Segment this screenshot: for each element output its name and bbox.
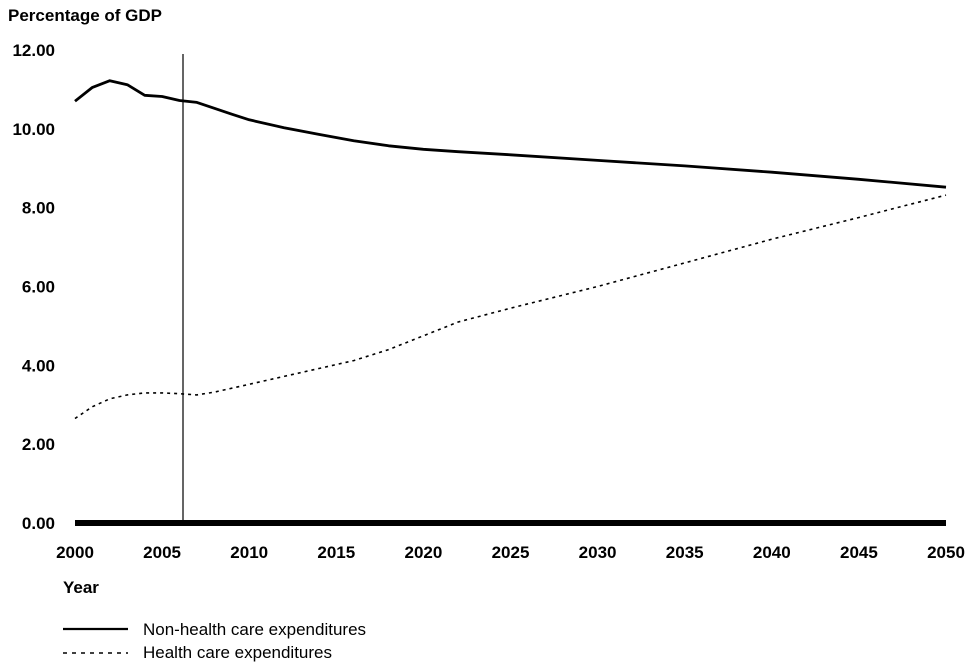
- x-tick-label: 2030: [579, 543, 617, 562]
- y-tick-label: 12.00: [12, 41, 55, 60]
- y-tick-label: 0.00: [22, 514, 55, 533]
- series-line-non-health: [74, 79, 947, 189]
- x-tick-label: 2020: [404, 543, 442, 562]
- x-tick-label: 2000: [56, 543, 94, 562]
- y-axis-title: Percentage of GDP: [8, 6, 162, 25]
- series-group: [74, 79, 947, 420]
- x-tick-label: 2010: [230, 543, 268, 562]
- y-tick-label: 4.00: [22, 356, 55, 375]
- x-axis-ticks: 2000 2005 2010 2015 2020 2025 2030 2035 2040 2045…: [56, 543, 965, 562]
- x-tick-label: 2045: [840, 543, 878, 562]
- x-tick-label: 2040: [753, 543, 791, 562]
- x-axis-title: Year: [63, 578, 99, 597]
- x-tick-label: 2025: [492, 543, 530, 562]
- y-tick-label: 2.00: [22, 435, 55, 454]
- y-tick-label: 6.00: [22, 278, 55, 297]
- y-tick-label: 8.00: [22, 199, 55, 218]
- legend: Non-health care expenditures Health care…: [63, 620, 366, 662]
- legend-label-non-health: Non-health care expenditures: [143, 620, 366, 639]
- x-tick-label: 2050: [927, 543, 965, 562]
- x-tick-label: 2015: [317, 543, 355, 562]
- x-tick-label: 2035: [666, 543, 704, 562]
- legend-label-health: Health care expenditures: [143, 643, 332, 662]
- y-axis-ticks: 0.00 2.00 4.00 6.00 8.00 10.00 12.00: [12, 41, 55, 533]
- y-tick-label: 10.00: [12, 120, 55, 139]
- series-line-health: [74, 194, 947, 420]
- x-tick-label: 2005: [143, 543, 181, 562]
